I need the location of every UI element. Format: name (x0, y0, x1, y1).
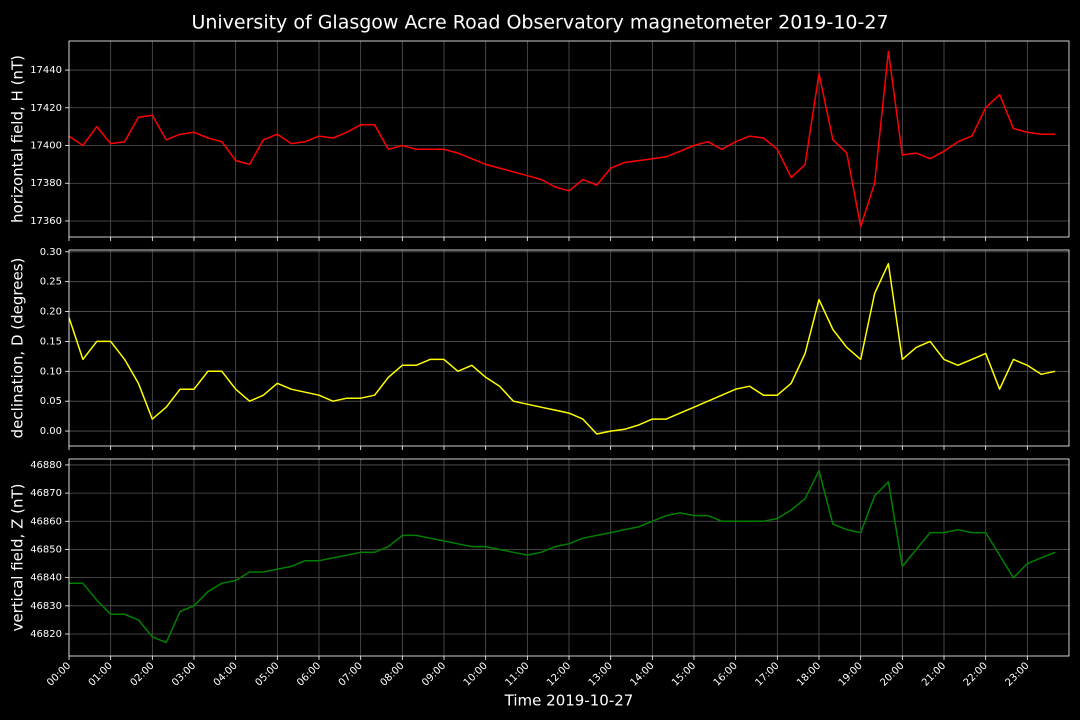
y-tick-label: 0.05 (40, 396, 62, 407)
y-tick-label: 17360 (30, 216, 62, 227)
y-tick-label: 17420 (30, 103, 62, 114)
y-tick-label: 0.15 (40, 336, 62, 347)
data-line (69, 469, 1056, 644)
y-tick-label: 17380 (30, 178, 62, 189)
y-tick-label: 17400 (30, 141, 62, 152)
x-axis-label: Time 2019-10-27 (504, 692, 634, 710)
y-tick-label: 46870 (30, 488, 62, 499)
y-tick-label: 0.00 (40, 426, 62, 437)
axes-frame (68, 249, 1070, 447)
axes-frame (68, 40, 1070, 238)
y-axis-label: horizontal field, H (nT) (9, 55, 27, 223)
data-line (68, 50, 1056, 228)
panel: 0.00 0.05 0.10 0.15 0.20 0.25 0.30 declination,… (9, 247, 1070, 450)
y-tick-label: 46830 (30, 601, 62, 612)
y-tick-label: 46820 (30, 629, 62, 640)
data-line (68, 262, 1056, 435)
y-axis-label: declination, D (degrees) (9, 258, 27, 439)
figure-title: University of Glasgow Acre Road Observat… (191, 12, 888, 34)
y-tick-label: 46840 (30, 573, 62, 584)
y-tick-label: 17440 (30, 65, 62, 76)
y-tick-label: 0.30 (40, 247, 62, 258)
y-tick-label: 46860 (30, 516, 62, 527)
y-tick-label: 46850 (30, 544, 62, 555)
y-tick-label: 0.20 (40, 307, 62, 318)
y-axis-label: vertical field, Z (nT) (9, 483, 27, 631)
y-tick-label: 0.10 (40, 366, 62, 377)
y-tick-label: 0.25 (40, 277, 62, 288)
axes-frame (68, 458, 1070, 657)
y-tick-label: 46880 (30, 460, 62, 471)
